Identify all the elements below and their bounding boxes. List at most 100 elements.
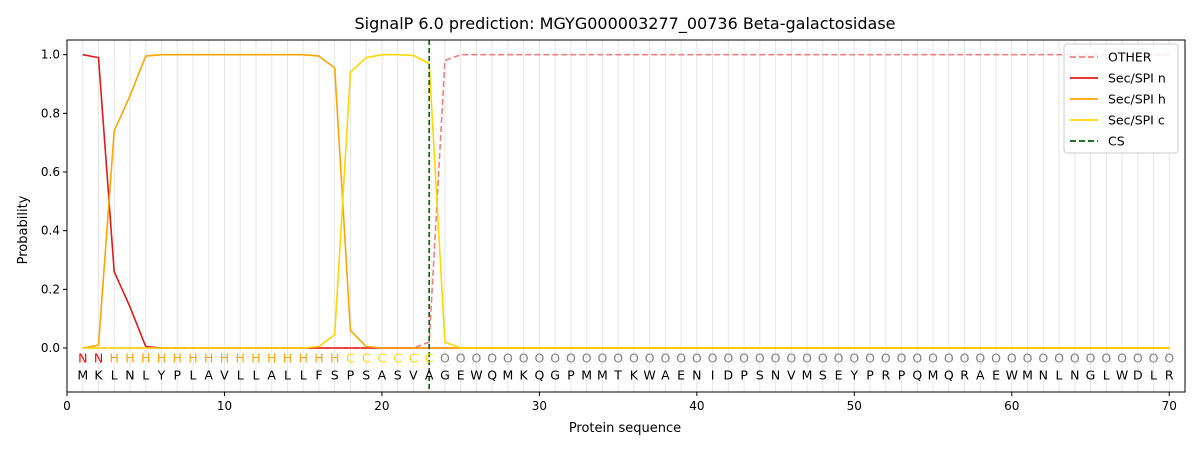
residue-label: W xyxy=(643,368,655,383)
region-label: C xyxy=(425,351,434,366)
region-label: O xyxy=(487,351,497,366)
residue-gridlines xyxy=(82,40,1170,392)
residue-label: D xyxy=(1133,368,1143,383)
y-axis-label: Probability xyxy=(16,195,31,264)
residue-label: Y xyxy=(850,368,859,383)
residue-label: I xyxy=(711,368,715,383)
residue-label: M xyxy=(597,368,608,383)
region-label: O xyxy=(456,351,466,366)
region-label: O xyxy=(1101,351,1111,366)
residue-label: W xyxy=(1116,368,1128,383)
region-label: O xyxy=(1007,351,1017,366)
residue-label: W xyxy=(470,368,482,383)
region-label: O xyxy=(471,351,481,366)
residue-label: W xyxy=(1006,368,1018,383)
residue-label: L xyxy=(1056,368,1063,383)
region-label: N xyxy=(94,351,103,366)
residue-label: G xyxy=(550,368,560,383)
region-label: C xyxy=(362,351,371,366)
region-label: O xyxy=(723,351,733,366)
region-label: O xyxy=(1070,351,1080,366)
x-tick-label: 70 xyxy=(1162,399,1177,413)
region-label: H xyxy=(283,351,292,366)
residue-label: L xyxy=(111,368,118,383)
region-label: O xyxy=(1038,351,1048,366)
x-tick-label: 20 xyxy=(374,399,389,413)
residue-label: S xyxy=(756,368,764,383)
region-label: H xyxy=(204,351,213,366)
region-label: O xyxy=(519,351,529,366)
residue-label: K xyxy=(520,368,529,383)
region-label: O xyxy=(834,351,844,366)
region-label: O xyxy=(692,351,702,366)
y-tick-label: 0.2 xyxy=(41,282,60,296)
region-label: H xyxy=(220,351,229,366)
legend: OTHER Sec/SPI n Sec/SPI h Sec/SPI c CS xyxy=(1063,43,1179,154)
residue-label: L xyxy=(142,368,149,383)
residue-label: L xyxy=(300,368,307,383)
residue-label: V xyxy=(409,368,418,383)
series-line xyxy=(82,53,1170,349)
region-label: O xyxy=(440,351,450,366)
residue-label: M xyxy=(802,368,813,383)
residue-label: S xyxy=(331,368,339,383)
region-label: O xyxy=(1117,351,1127,366)
x-tick-label: 10 xyxy=(217,399,232,413)
y-tick-label: 0.0 xyxy=(41,341,60,355)
residue-label: E xyxy=(835,368,843,383)
residue-label: T xyxy=(613,368,622,383)
region-label: O xyxy=(849,351,859,366)
legend-label: Sec/SPI n xyxy=(1108,71,1166,86)
region-label: O xyxy=(975,351,985,366)
residue-label: L xyxy=(189,368,196,383)
series-line xyxy=(82,53,1170,349)
residue-label: V xyxy=(787,368,796,383)
residue-label: N xyxy=(692,368,701,383)
region-label: C xyxy=(346,351,355,366)
residue-label: A xyxy=(661,368,670,383)
residue-label: K xyxy=(630,368,639,383)
residue-label: P xyxy=(898,368,906,383)
residue-label: N xyxy=(1070,368,1079,383)
residue-label: G xyxy=(440,368,450,383)
residue-label: A xyxy=(267,368,276,383)
region-label: C xyxy=(378,351,387,366)
y-tick-label: 0.6 xyxy=(41,165,60,179)
region-label: O xyxy=(881,351,891,366)
residue-label: E xyxy=(992,368,1000,383)
residue-label: Q xyxy=(534,368,544,383)
region-label: O xyxy=(582,351,592,366)
residue-label: Q xyxy=(487,368,497,383)
residue-label: A xyxy=(204,368,213,383)
region-label: O xyxy=(597,351,607,366)
region-label: O xyxy=(928,351,938,366)
region-label: O xyxy=(818,351,828,366)
residue-label: M xyxy=(581,368,592,383)
region-label: O xyxy=(645,351,655,366)
residue-label: L xyxy=(252,368,259,383)
residue-label: A xyxy=(425,368,434,383)
region-label: O xyxy=(802,351,812,366)
axes: 0 10 20 30 40 50 60 70 0.0 0.2 0.4 0.6 0.8 1.0 xyxy=(41,39,1186,413)
region-label: H xyxy=(267,351,276,366)
residue-label: E xyxy=(677,368,685,383)
residue-label: A xyxy=(976,368,985,383)
residue-label: S xyxy=(394,368,402,383)
region-label: H xyxy=(173,351,182,366)
region-label: N xyxy=(78,351,87,366)
residue-label: D xyxy=(724,368,734,383)
x-tick-label: 50 xyxy=(847,399,862,413)
region-label: H xyxy=(314,351,323,366)
region-label: O xyxy=(991,351,1001,366)
region-label: O xyxy=(739,351,749,366)
region-label: O xyxy=(566,351,576,366)
series-line xyxy=(82,53,1170,349)
region-label: O xyxy=(897,351,907,366)
y-tick-label: 0.4 xyxy=(41,224,60,238)
region-label: C xyxy=(409,351,418,366)
region-label: O xyxy=(503,351,513,366)
region-label: O xyxy=(676,351,686,366)
residue-label: L xyxy=(284,368,291,383)
residue-label: P xyxy=(866,368,874,383)
residue-label: R xyxy=(960,368,969,383)
